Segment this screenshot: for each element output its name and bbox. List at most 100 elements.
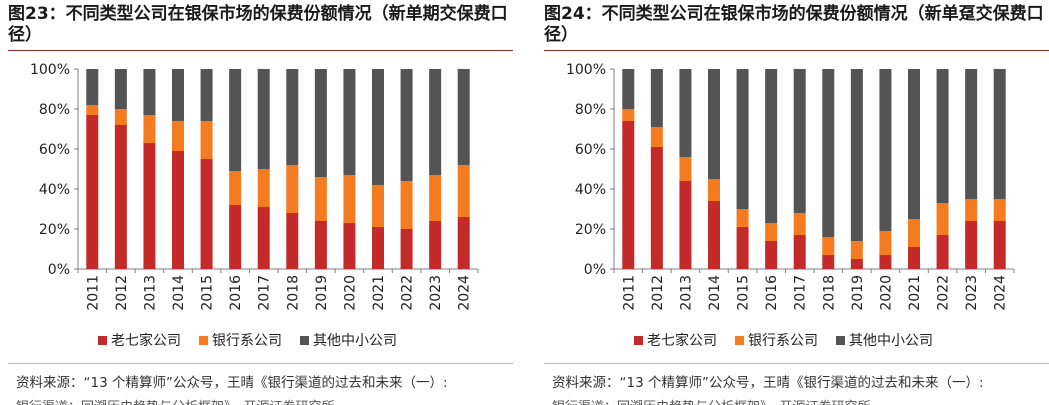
y-tick-label: 60% [575,142,606,158]
bar-other-2017 [793,69,806,213]
x-tick-label: 2020 [878,275,894,311]
bar-old7-2020 [879,255,892,269]
bar-bank-2024 [993,199,1006,221]
bar-other-2015 [736,69,749,209]
x-tick-label: 2022 [936,275,952,311]
legend-item-bank: 银行系公司 [199,330,282,350]
bar-other-2013 [143,69,156,115]
legend-label: 老七家公司 [111,333,181,349]
legend-label: 老七家公司 [647,333,717,349]
bar-bank-2021 [908,219,920,247]
y-tick-label: 60% [39,142,70,158]
x-tick-label: 2016 [228,275,244,311]
bar-old7-2023 [429,221,442,269]
x-tick-label: 2024 [457,275,473,311]
bar-old7-2019 [850,259,863,269]
bar-bank-2018 [286,165,299,213]
bar-other-2022 [936,69,949,203]
bar-other-2024 [993,69,1006,199]
legend-swatch-bank [735,335,744,345]
legend-item-other: 其他中小公司 [300,330,397,350]
x-tick-label: 2024 [993,275,1009,311]
y-tick-label: 20% [39,222,70,238]
bar-bank-2013 [143,115,156,143]
bar-other-2011 [86,69,99,105]
chart-legend: 老七家公司 银行系公司 其他中小公司 [98,330,397,350]
x-tick-label: 2016 [764,275,780,311]
bar-old7-2017 [793,235,806,269]
bar-bank-2023 [965,199,978,221]
bar-other-2018 [822,69,835,237]
bar-bank-2022 [936,203,949,235]
x-tick-label: 2015 [200,275,216,311]
x-tick-label: 2019 [850,275,866,311]
bar-other-2014 [708,69,720,179]
bar-old7-2017 [257,207,270,269]
bar-bank-2015 [200,121,213,159]
bar-old7-2013 [143,143,156,269]
bar-other-2014 [172,69,184,121]
bar-bank-2019 [314,177,327,221]
chart-legend: 老七家公司 银行系公司 其他中小公司 [634,330,933,350]
bar-bank-2021 [372,185,384,227]
bar-other-2019 [314,69,327,177]
bar-old7-2021 [372,227,384,269]
bar-other-2018 [286,69,299,165]
bar-bank-2012 [114,109,127,125]
bar-other-2013 [679,69,692,157]
y-tick-label: 80% [39,102,70,118]
x-tick-label: 2011 [621,275,637,311]
legend-swatch-bank [199,335,208,345]
title-divider [8,50,513,51]
bar-other-2020 [343,69,356,175]
bar-bank-2022 [400,181,413,229]
x-tick-label: 2019 [314,275,330,311]
bar-old7-2012 [650,147,663,269]
source-note-cut: 银行渠道：回溯历史趋势与分析框架》，开源证券研究所 [16,396,516,405]
legend-swatch-other [300,335,309,345]
bar-bank-2023 [429,175,442,221]
legend-swatch-old7 [634,335,643,345]
x-tick-label: 2014 [171,275,187,311]
bar-other-2016 [229,69,242,171]
x-tick-label: 2018 [821,275,837,311]
bar-other-2012 [114,69,127,109]
legend-item-other: 其他中小公司 [836,330,933,350]
bar-other-2022 [400,69,413,181]
legend-item-old7: 老七家公司 [98,330,181,350]
y-tick-label: 40% [39,182,70,198]
bar-old7-2015 [200,159,213,269]
bar-old7-2014 [172,151,184,269]
x-tick-label: 2013 [142,275,158,311]
chart-panel-fig23: 图23：不同类型公司在银保市场的保费份额情况（新单期交保费口径） 0% 20% 40… [8,0,518,405]
bar-bank-2020 [343,175,356,223]
title-divider [544,50,1049,51]
chart-title: 图23：不同类型公司在银保市场的保费份额情况（新单期交保费口径） [8,4,508,45]
legend-label: 其他中小公司 [849,333,933,349]
bar-old7-2011 [622,121,635,269]
x-tick-label: 2023 [428,275,444,311]
bar-bank-2014 [172,121,184,151]
bar-old7-2020 [343,223,356,269]
bar-bank-2012 [650,127,663,147]
legend-swatch-other [836,335,845,345]
x-tick-label: 2011 [85,275,101,311]
bar-old7-2022 [936,235,949,269]
bar-old7-2021 [908,247,920,269]
bar-bank-2011 [86,105,99,115]
source-divider [544,363,1049,364]
y-tick-label: 0% [48,262,70,278]
x-tick-label: 2023 [964,275,980,311]
x-tick-label: 2013 [678,275,694,311]
legend-label: 其他中小公司 [313,333,397,349]
x-tick-label: 2021 [371,275,387,311]
legend-swatch-old7 [98,335,107,345]
bar-other-2021 [908,69,920,219]
bar-old7-2023 [965,221,978,269]
y-tick-label: 100% [566,62,606,78]
bar-other-2015 [200,69,213,121]
bar-bank-2016 [229,171,242,205]
source-note-cut: 银行渠道：回溯历史趋势与分析框架》，开源证券研究所 [552,396,1049,405]
bar-old7-2019 [314,221,327,269]
bar-bank-2018 [822,237,835,255]
